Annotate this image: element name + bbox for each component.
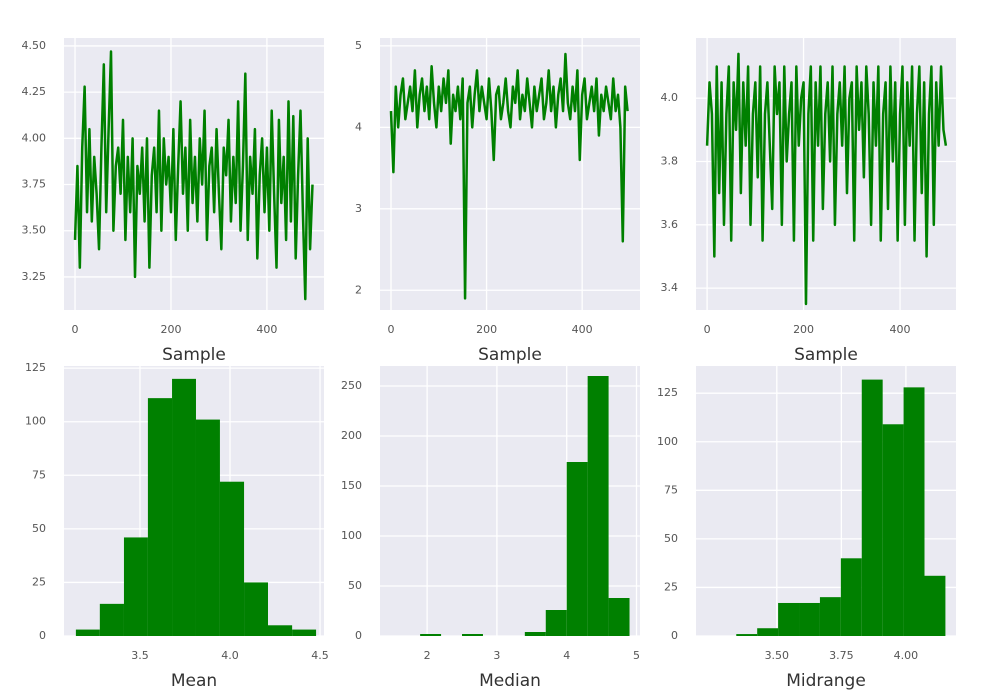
line-series (705, 52, 948, 306)
y-tick-label: 4 (355, 120, 362, 133)
y-tick-label: 100 (25, 415, 46, 428)
histogram-bar (924, 575, 946, 636)
x-tick-label: 3.75 (829, 649, 854, 662)
x-tick-label: 3.5 (131, 649, 149, 662)
y-tick-label: 3.8 (661, 154, 679, 167)
histogram-bar (292, 629, 317, 636)
x-tick-label: 3 (493, 649, 500, 662)
subplot: 0 200 400 3.25 3.50 3.75 4.00 4.25 4.50 Sample (22, 38, 324, 365)
y-tick-label: 125 (25, 361, 46, 374)
x-tick-label: 4.0 (221, 649, 239, 662)
y-tick-label: 0 (39, 629, 46, 642)
x-tick-label: 0 (387, 323, 394, 336)
y-tick-label: 150 (341, 479, 362, 492)
histogram-bar (799, 602, 820, 636)
histogram-bar (566, 462, 588, 636)
x-tick-label: 0 (72, 323, 79, 336)
line-series (73, 50, 314, 301)
histogram-bar (736, 634, 758, 636)
y-tick-label: 4.0 (661, 91, 679, 104)
histogram-bar (840, 558, 862, 636)
histogram-bar (757, 628, 779, 636)
histogram-bar (172, 378, 196, 636)
histogram-bar (778, 602, 800, 636)
y-tick-label: 3.4 (661, 281, 679, 294)
y-tick-label: 3.25 (22, 270, 47, 283)
y-tick-label: 5 (355, 39, 362, 52)
plot-area (380, 38, 640, 310)
x-tick-label: 400 (890, 323, 911, 336)
y-tick-label: 25 (664, 580, 678, 593)
y-tick-label: 2 (355, 283, 362, 296)
histogram-bar (420, 634, 442, 636)
subplot: 0 200 400 3.4 3.6 3.8 4.0 Sample (661, 38, 956, 365)
histogram-bar (524, 632, 546, 636)
x-tick-label: 200 (160, 323, 181, 336)
histogram-bar (608, 598, 630, 636)
y-tick-label: 125 (657, 386, 678, 399)
histogram-bar (462, 634, 483, 636)
histogram-bar (195, 419, 220, 636)
histogram-bar (147, 398, 173, 636)
y-tick-label: 3.75 (22, 178, 47, 191)
y-tick-label: 3.6 (661, 218, 679, 231)
x-tick-label: 2 (424, 649, 431, 662)
x-axis-label: Sample (162, 345, 226, 365)
histogram-bar (75, 629, 100, 636)
x-tick-label: 200 (793, 323, 814, 336)
y-tick-label: 4.25 (22, 85, 47, 98)
histogram-bar (903, 387, 925, 636)
x-axis-label: Sample (794, 345, 858, 365)
histogram-bar (244, 582, 269, 636)
subplot: 3.5 4.0 4.5 0 25 50 75 100 125 Mean (25, 361, 329, 691)
line-series (389, 52, 629, 300)
subplot: 0 200 400 2 3 4 5 Sample (355, 38, 640, 365)
x-tick-label: 400 (256, 323, 277, 336)
y-tick-label: 4.00 (22, 131, 47, 144)
x-tick-label: 5 (633, 649, 640, 662)
y-tick-label: 100 (657, 435, 678, 448)
histogram-bar (545, 610, 567, 636)
y-tick-label: 3.50 (22, 224, 47, 237)
y-tick-label: 75 (32, 468, 46, 481)
histogram-bar (123, 537, 148, 636)
y-tick-label: 50 (32, 522, 46, 535)
subplot: 3.50 3.75 4.00 0 25 50 75 100 125 Midrange (657, 366, 956, 691)
y-tick-label: 200 (341, 429, 362, 442)
x-axis-label: Mean (171, 671, 217, 691)
histogram-bar (587, 376, 609, 636)
x-tick-label: 4 (563, 649, 570, 662)
histogram-bar (882, 424, 904, 636)
x-axis-label: Midrange (786, 671, 866, 691)
y-tick-label: 0 (355, 629, 362, 642)
y-tick-label: 4.50 (22, 39, 47, 52)
y-tick-label: 0 (671, 629, 678, 642)
y-tick-label: 250 (341, 379, 362, 392)
x-tick-label: 200 (476, 323, 497, 336)
histogram-bar (268, 625, 293, 636)
y-tick-label: 50 (664, 532, 678, 545)
x-axis-label: Sample (478, 345, 542, 365)
x-tick-label: 3.50 (765, 649, 790, 662)
y-tick-label: 50 (348, 579, 362, 592)
histogram-bar (819, 597, 841, 636)
x-tick-label: 4.00 (894, 649, 919, 662)
y-tick-label: 75 (664, 483, 678, 496)
histogram-bar (99, 603, 124, 636)
histogram-bar (219, 481, 245, 636)
x-tick-label: 400 (572, 323, 593, 336)
y-tick-label: 100 (341, 529, 362, 542)
x-axis-label: Median (479, 671, 541, 691)
y-tick-label: 3 (355, 202, 362, 215)
x-tick-label: 4.5 (311, 649, 329, 662)
x-tick-label: 0 (704, 323, 711, 336)
histogram-bar (861, 379, 883, 636)
y-tick-label: 25 (32, 575, 46, 588)
